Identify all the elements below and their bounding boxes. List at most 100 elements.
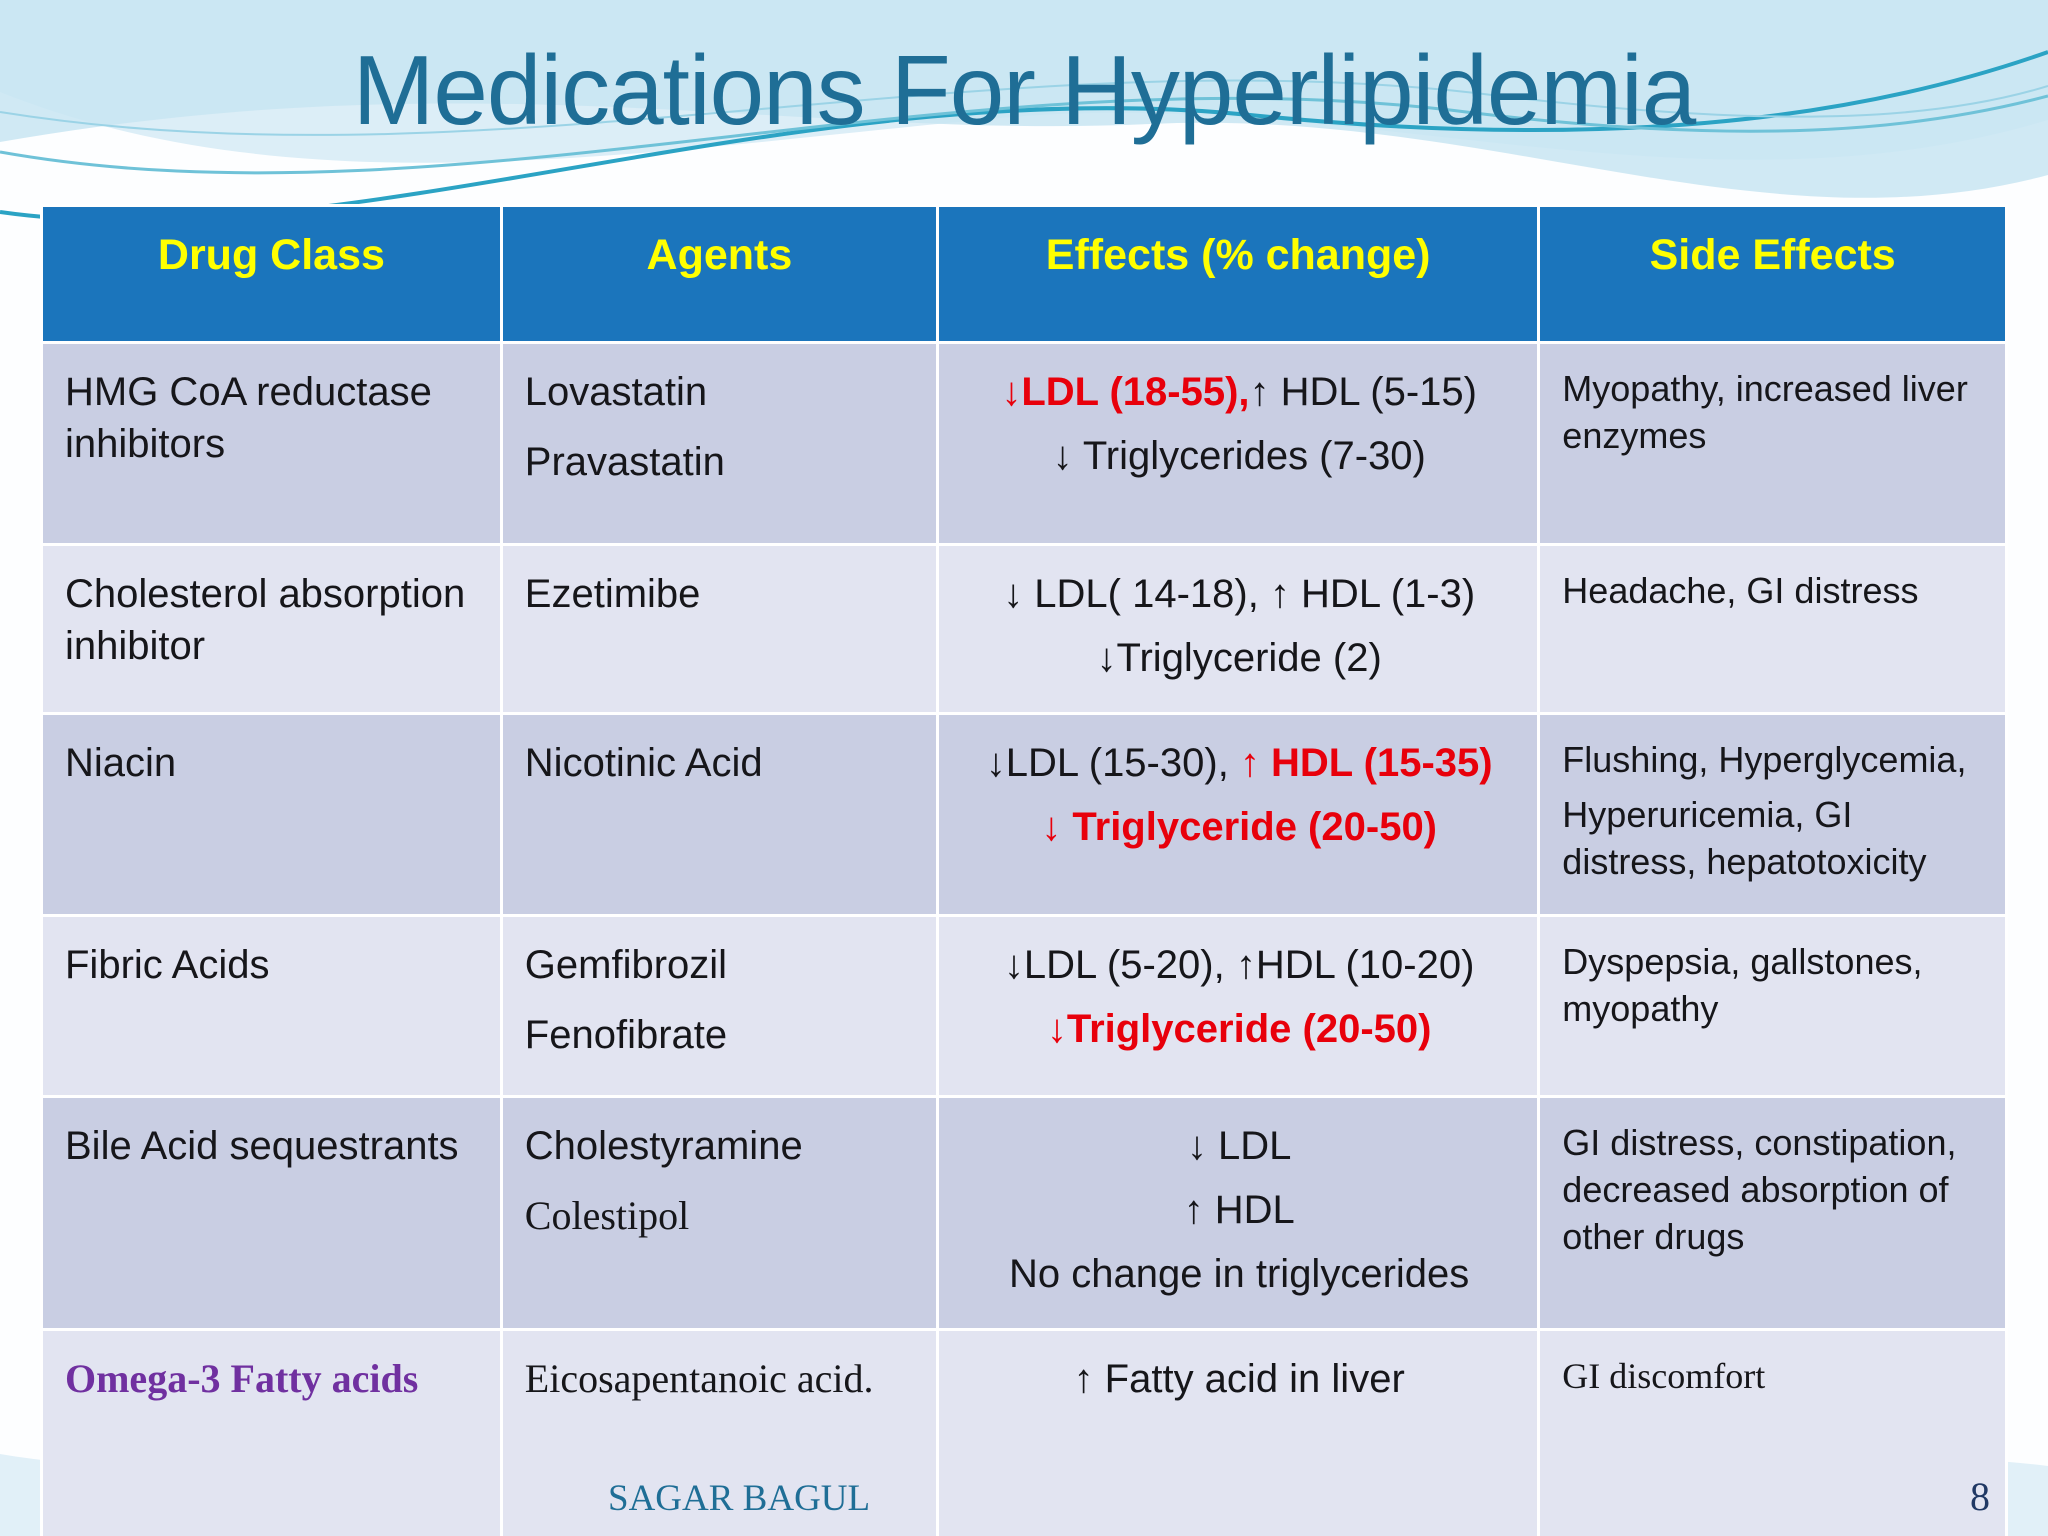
text-line: ↓ Triglycerides (7-30) — [961, 430, 1517, 482]
text-segment: ↓ LDL — [1186, 1124, 1292, 1168]
text-line: ↓Triglyceride (2) — [961, 632, 1517, 684]
cell-agents: Nicotinic Acid — [499, 712, 940, 917]
cell-effects: ↓LDL (15-30), ↑ HDL (15-35) ↓ Triglycerid… — [936, 712, 1541, 917]
cell-side-effects: GI distress, constipation, decreased abs… — [1537, 1095, 2008, 1331]
text-segment: Cholesterol absorption inhibitor — [65, 572, 466, 668]
cell-drug-class: Omega-3 Fatty acids — [40, 1328, 503, 1536]
table-row: Niacin Nicotinic Acid ↓LDL (15-30), ↑ HDL … — [40, 712, 2008, 917]
text-segment: No change in triglycerides — [1009, 1252, 1470, 1296]
text-line: ↓ LDL — [961, 1120, 1517, 1172]
text-line: ↓LDL (15-30), ↑ HDL (15-35) — [961, 737, 1517, 789]
text-segment: Pravastatin — [524, 440, 725, 484]
table-header-row: Drug Class Agents Effects (% change) Sid… — [40, 204, 2008, 344]
cell-side-effects: Myopathy, increased liver enzymes — [1537, 341, 2008, 546]
text-segment: ↑ HDL (15-35) — [1239, 741, 1493, 785]
text-segment: Gemfibrozil — [524, 943, 728, 987]
table-row: Cholesterol absorption inhibitor Ezetimib… — [40, 543, 2008, 715]
text-line: ↓ LDL( 14-18), ↑ HDL (1-3) — [961, 568, 1517, 620]
text-line: Pravastatin — [525, 436, 916, 488]
text-segment: Hyperuricemia, GI distress, hepatotoxici… — [1562, 793, 1927, 882]
text-line: Fibric Acids — [65, 939, 480, 991]
cell-agents: Ezetimibe — [499, 543, 940, 715]
cell-agents: Cholestyramine Colestipol — [499, 1095, 940, 1331]
medications-table-body: HMG CoA reductase inhibitors Lovastatin Pr… — [40, 341, 2008, 1536]
cell-side-effects: Headache, GI distress — [1537, 543, 2008, 715]
text-line: ↑ Fatty acid in liver — [961, 1353, 1517, 1405]
text-segment: ↑ Fatty acid in liver — [1073, 1357, 1405, 1401]
table-row: Omega-3 Fatty acids Eicosapentanoic acid.… — [40, 1328, 2008, 1536]
text-line: Bile Acid sequestrants — [65, 1120, 480, 1172]
cell-effects: ↓LDL (18-55),↑ HDL (5-15) ↓ Triglycerides… — [936, 341, 1541, 546]
text-segment: ↓Triglyceride (20-50) — [1046, 1007, 1432, 1051]
text-line: Colestipol — [525, 1190, 916, 1242]
header-side-effects: Side Effects — [1537, 204, 2008, 344]
text-segment: Eicosapentanoic acid. — [524, 1356, 874, 1401]
text-line: Myopathy, increased liver enzymes — [1562, 366, 1985, 460]
header-effects: Effects (% change) — [936, 204, 1541, 344]
text-segment: Cholestyramine — [524, 1124, 803, 1168]
text-segment: Lovastatin — [524, 370, 708, 414]
text-segment: Fibric Acids — [65, 943, 270, 987]
text-line: HMG CoA reductase inhibitors — [65, 366, 480, 470]
text-line: Ezetimibe — [525, 568, 916, 620]
cell-effects: ↑ Fatty acid in liver — [936, 1328, 1541, 1536]
text-segment: Ezetimibe — [524, 572, 701, 616]
cell-drug-class: HMG CoA reductase inhibitors — [40, 341, 503, 546]
text-line: Flushing, Hyperglycemia, — [1562, 737, 1985, 784]
header-agents: Agents — [499, 204, 940, 344]
text-segment: ↓ Triglycerides (7-30) — [1052, 434, 1426, 478]
text-segment: ↓ LDL( 14-18), ↑ HDL (1-3) — [1003, 572, 1476, 616]
medications-table: Drug Class Agents Effects (% change) Sid… — [40, 204, 2008, 1536]
text-segment: Fenofibrate — [524, 1013, 728, 1057]
text-segment: Myopathy, increased liver enzymes — [1562, 368, 1968, 456]
text-line: Niacin — [65, 737, 480, 789]
text-segment: Bile Acid sequestrants — [65, 1124, 459, 1168]
text-line: ↓LDL (18-55),↑ HDL (5-15) — [961, 366, 1517, 418]
cell-effects: ↓LDL (5-20), ↑HDL (10-20) ↓Triglyceride (… — [936, 914, 1541, 1098]
text-line: ↓ Triglyceride (20-50) — [961, 801, 1517, 853]
table-row: HMG CoA reductase inhibitors Lovastatin Pr… — [40, 341, 2008, 546]
text-segment: ↓Triglyceride (2) — [1096, 636, 1382, 680]
cell-side-effects: GI discomfort — [1537, 1328, 2008, 1536]
text-segment: Omega-3 Fatty acids — [65, 1356, 419, 1401]
text-segment: Dyspepsia, gallstones, myopathy — [1562, 941, 1923, 1029]
cell-agents: Lovastatin Pravastatin — [499, 341, 940, 546]
cell-drug-class: Bile Acid sequestrants — [40, 1095, 503, 1331]
cell-effects: ↓ LDL( 14-18), ↑ HDL (1-3) ↓Triglyceride … — [936, 543, 1541, 715]
text-line: ↑ HDL — [961, 1184, 1517, 1236]
footer-page-number: 8 — [1970, 1474, 1990, 1519]
text-segment: ↓LDL (15-30), — [985, 741, 1240, 785]
text-line: Cholestyramine — [525, 1120, 916, 1172]
text-segment: Headache, GI distress — [1562, 570, 1919, 611]
text-line: Cholesterol absorption inhibitor — [65, 568, 480, 672]
cell-effects: ↓ LDL ↑ HDL No change in triglycerides — [936, 1095, 1541, 1331]
text-line: GI discomfort — [1562, 1353, 1985, 1400]
text-line: Dyspepsia, gallstones, myopathy — [1562, 939, 1985, 1033]
cell-side-effects: Dyspepsia, gallstones, myopathy — [1537, 914, 2008, 1098]
table-row: Bile Acid sequestrants Cholestyramine Cole… — [40, 1095, 2008, 1331]
text-line: GI distress, constipation, decreased abs… — [1562, 1120, 1985, 1260]
cell-agents: Gemfibrozil Fenofibrate — [499, 914, 940, 1098]
text-segment: Flushing, Hyperglycemia, — [1562, 739, 1967, 780]
text-segment: ↓LDL (18-55), — [1001, 370, 1250, 414]
text-line: Hyperuricemia, GI distress, hepatotoxici… — [1562, 792, 1985, 886]
text-line: Omega-3 Fatty acids — [65, 1353, 480, 1405]
text-segment: ↑ HDL — [1183, 1188, 1295, 1232]
text-segment: ↓ Triglyceride (20-50) — [1041, 805, 1438, 849]
text-line: ↓LDL (5-20), ↑HDL (10-20) — [961, 939, 1517, 991]
text-segment: Colestipol — [524, 1193, 690, 1238]
text-segment: ↑ HDL (5-15) — [1249, 370, 1477, 414]
page-title: Medications For Hyperlipidemia — [352, 35, 1697, 145]
text-segment: ↓LDL (5-20), ↑HDL (10-20) — [1003, 943, 1475, 987]
cell-drug-class: Cholesterol absorption inhibitor — [40, 543, 503, 715]
text-segment: HMG CoA reductase inhibitors — [65, 370, 432, 466]
table-row: Fibric Acids Gemfibrozil Fenofibrate ↓LDL (… — [40, 914, 2008, 1098]
text-segment: Nicotinic Acid — [524, 741, 763, 785]
text-line: Nicotinic Acid — [525, 737, 916, 789]
text-line: Lovastatin — [525, 366, 916, 418]
text-line: No change in triglycerides — [961, 1248, 1517, 1300]
text-line: Gemfibrozil — [525, 939, 916, 991]
text-segment: GI discomfort — [1562, 1356, 1766, 1396]
cell-drug-class: Fibric Acids — [40, 914, 503, 1098]
